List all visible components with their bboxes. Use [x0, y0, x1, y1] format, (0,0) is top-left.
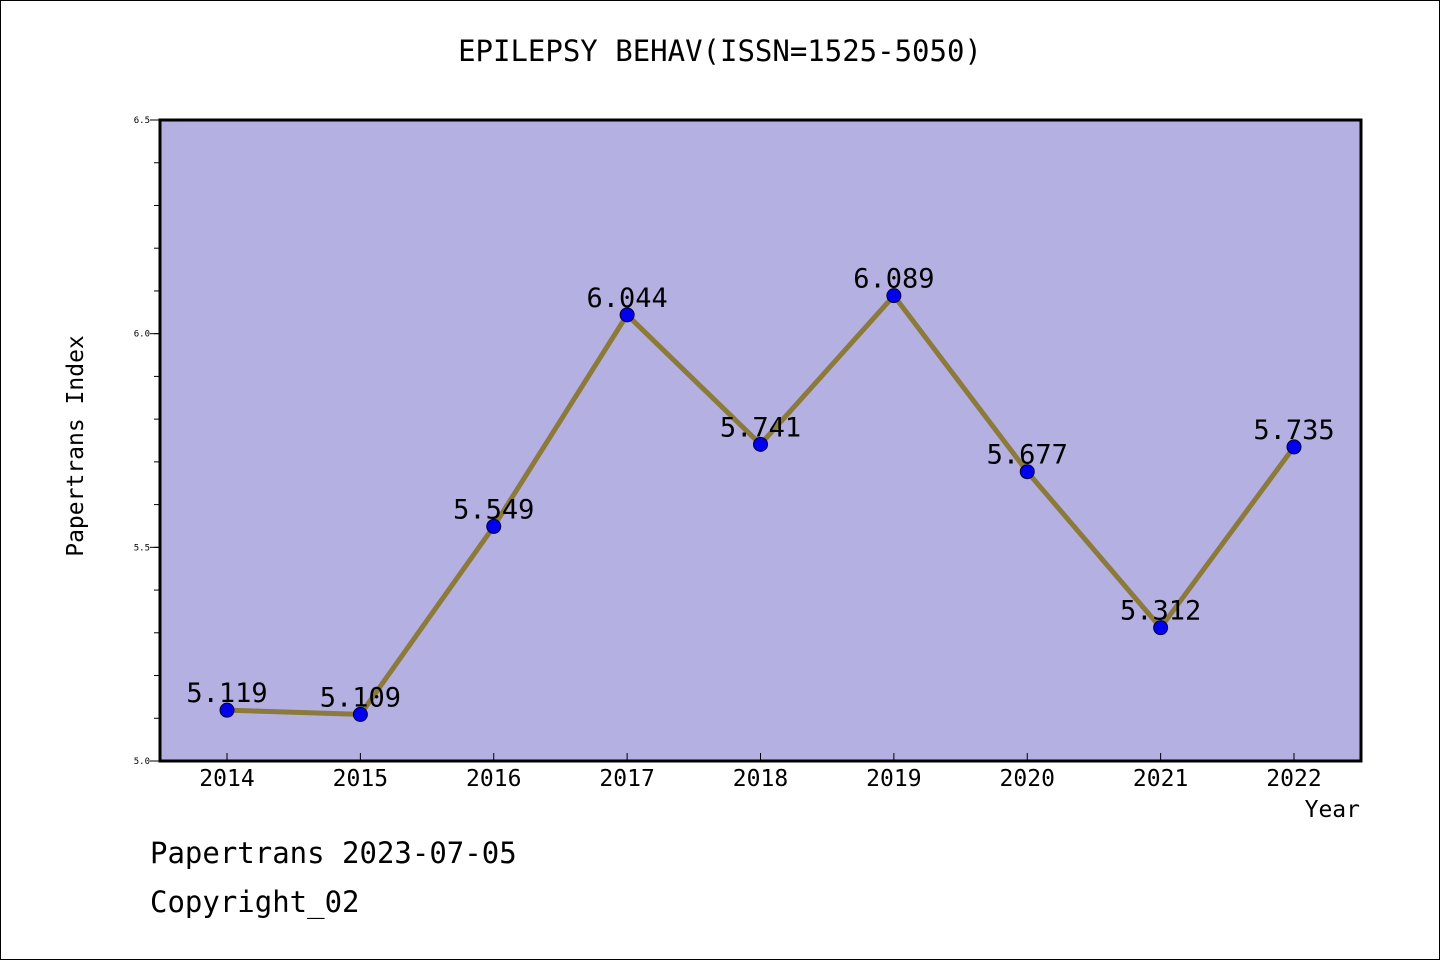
- x-tick-label: 2020: [1000, 766, 1055, 792]
- data-label: 5.677: [987, 440, 1068, 471]
- x-tick-label: 2021: [1133, 766, 1188, 792]
- data-point: [1286, 439, 1302, 455]
- x-tick-label: 2017: [599, 766, 654, 792]
- plot-border: [158, 118, 1363, 763]
- data-label: 5.312: [1120, 596, 1201, 627]
- data-point: [1153, 620, 1169, 636]
- data-point: [352, 706, 368, 722]
- y-axis: 5.0 5.5 6.0 6.5: [134, 116, 160, 767]
- x-tick-label: 2016: [466, 766, 521, 792]
- data-label: 6.089: [853, 264, 934, 295]
- data-point: [486, 518, 502, 534]
- data-label: 5.741: [720, 412, 801, 443]
- data-label: 5.109: [320, 682, 401, 713]
- data-label: 6.044: [586, 283, 667, 314]
- data-labels: 5.119 5.109 5.549 6.044 5.741 6.089 5.677 5.312…: [186, 264, 1334, 714]
- chart-title: EPILEPSY BEHAV(ISSN=1525-5050): [458, 34, 982, 68]
- series-line-group: [219, 288, 1302, 722]
- x-axis-label: Year: [1304, 797, 1360, 823]
- data-point: [219, 702, 235, 718]
- data-point: [619, 307, 635, 323]
- x-tick-label: 2019: [866, 766, 921, 792]
- data-point: [753, 436, 768, 452]
- footer-copyright: Copyright_02: [150, 885, 360, 919]
- x-tick-label: 2015: [333, 766, 388, 792]
- data-label: 5.735: [1253, 415, 1334, 446]
- x-tick-label: 2014: [199, 766, 254, 792]
- y-tick-label: 5.5: [134, 543, 150, 553]
- x-axis: 2014 2015 2016 2017 2018 2019 2020 2021 2022: [199, 753, 1322, 792]
- data-label: 5.119: [186, 678, 267, 709]
- footer-date: Papertrans 2023-07-05: [150, 836, 517, 870]
- data-point: [1019, 464, 1035, 480]
- x-tick-label: 2022: [1266, 766, 1321, 792]
- y-tick-label: 5.0: [134, 757, 150, 767]
- y-tick-label: 6.0: [134, 330, 150, 340]
- data-label: 5.549: [453, 494, 534, 525]
- y-tick-label: 6.5: [134, 116, 150, 126]
- data-point: [886, 288, 902, 304]
- x-tick-label: 2018: [733, 766, 788, 792]
